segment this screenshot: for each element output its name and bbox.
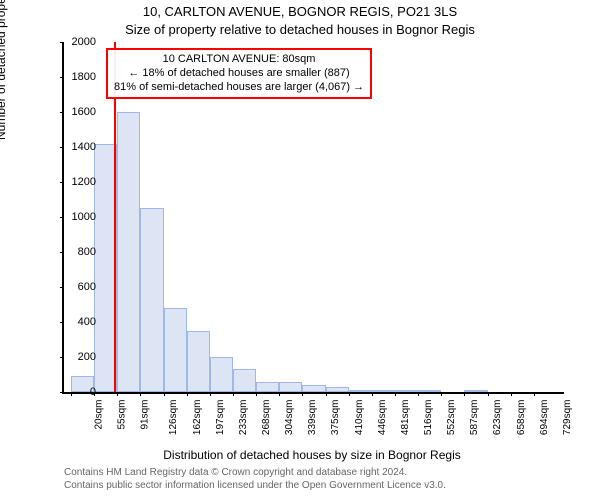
y-tick-label: 600: [62, 281, 96, 293]
y-tick-label: 800: [62, 246, 96, 258]
x-tick: [279, 392, 280, 396]
y-axis-label: Number of detached properties: [0, 0, 8, 140]
x-tick: [210, 392, 211, 396]
x-tick: [256, 392, 257, 396]
x-tick-label: 516sqm: [423, 400, 434, 436]
x-tick-label: 304sqm: [284, 400, 295, 436]
histogram-bar: [256, 382, 279, 393]
x-tick: [441, 392, 442, 396]
x-tick: [164, 392, 165, 396]
y-tick-label: 0: [62, 386, 96, 398]
histogram-bar: [326, 387, 349, 392]
histogram-bar: [187, 331, 210, 392]
x-tick: [117, 392, 118, 396]
chart-title: 10, CARLTON AVENUE, BOGNOR REGIS, PO21 3…: [0, 4, 600, 19]
plot-area: 10 CARLTON AVENUE: 80sqm← 18% of detache…: [62, 42, 564, 394]
callout-line: 81% of semi-detached houses are larger (…: [114, 81, 364, 95]
y-tick-label: 1400: [62, 141, 96, 153]
callout-line: ← 18% of detached houses are smaller (88…: [114, 67, 364, 81]
x-tick: [418, 392, 419, 396]
x-tick-label: 126sqm: [168, 400, 179, 436]
x-tick: [233, 392, 234, 396]
histogram-bar: [395, 390, 418, 392]
x-tick: [395, 392, 396, 396]
y-tick-label: 1200: [62, 176, 96, 188]
histogram-bar: [140, 208, 163, 392]
x-tick-label: 268sqm: [261, 400, 272, 436]
histogram-bar: [372, 390, 395, 392]
footer-line-2: Contains public sector information licen…: [64, 480, 446, 493]
x-tick-label: 375sqm: [331, 400, 342, 436]
histogram-bar: [349, 390, 372, 392]
x-tick: [372, 392, 373, 396]
x-tick-label: 197sqm: [215, 400, 226, 436]
x-tick: [187, 392, 188, 396]
y-tick-label: 400: [62, 316, 96, 328]
x-tick-label: 339sqm: [307, 400, 318, 436]
x-tick-label: 446sqm: [377, 400, 388, 436]
x-tick: [488, 392, 489, 396]
x-tick: [326, 392, 327, 396]
x-tick: [140, 392, 141, 396]
x-tick-label: 552sqm: [446, 400, 457, 436]
x-tick-label: 233sqm: [238, 400, 249, 436]
x-tick-label: 20sqm: [93, 400, 104, 430]
x-tick-label: 162sqm: [192, 400, 203, 436]
x-tick: [464, 392, 465, 396]
x-tick-label: 623sqm: [493, 400, 504, 436]
x-tick-label: 410sqm: [354, 400, 365, 436]
x-tick-label: 91sqm: [140, 400, 151, 430]
x-tick-label: 658sqm: [516, 400, 527, 436]
x-tick: [511, 392, 512, 396]
histogram-bar: [418, 390, 441, 392]
x-tick-label: 481sqm: [400, 400, 411, 436]
histogram-bar: [164, 308, 187, 392]
chart-container: { "chart": { "type": "histogram", "title…: [0, 0, 600, 500]
x-tick-label: 694sqm: [539, 400, 550, 436]
chart-subtitle: Size of property relative to detached ho…: [0, 22, 600, 37]
x-tick: [302, 392, 303, 396]
x-tick-label: 729sqm: [562, 400, 573, 436]
footer-line-1: Contains HM Land Registry data © Crown c…: [64, 467, 446, 480]
x-tick-label: 55sqm: [117, 400, 128, 430]
callout-line: 10 CARLTON AVENUE: 80sqm: [114, 53, 364, 67]
histogram-bar: [210, 357, 233, 392]
histogram-bar: [233, 369, 256, 392]
y-tick-label: 200: [62, 351, 96, 363]
histogram-bar: [464, 390, 487, 392]
x-tick: [349, 392, 350, 396]
histogram-bar: [302, 385, 325, 392]
footer-attribution: Contains HM Land Registry data © Crown c…: [64, 467, 446, 492]
y-tick-label: 1800: [62, 71, 96, 83]
y-tick-label: 2000: [62, 36, 96, 48]
x-tick: [534, 392, 535, 396]
x-tick-label: 587sqm: [469, 400, 480, 436]
y-tick-label: 1000: [62, 211, 96, 223]
histogram-bar: [117, 112, 140, 392]
x-axis-label: Distribution of detached houses by size …: [62, 448, 562, 462]
y-tick-label: 1600: [62, 106, 96, 118]
histogram-bar: [279, 382, 302, 392]
property-callout: 10 CARLTON AVENUE: 80sqm← 18% of detache…: [106, 48, 372, 99]
